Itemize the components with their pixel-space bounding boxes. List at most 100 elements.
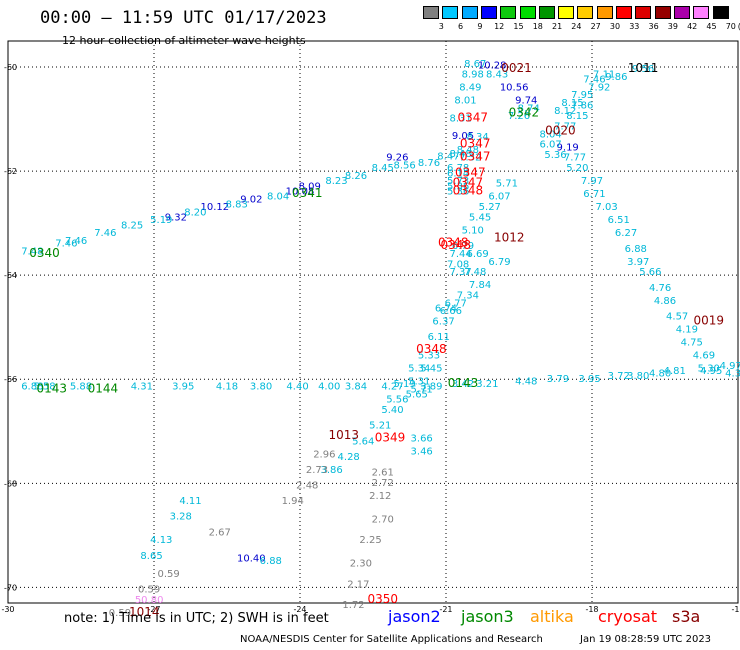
wave-height-label: 6.69 [467,249,489,260]
wave-height-label: 6.07 [488,192,510,203]
pass-time-label: 0349 [375,431,406,445]
colorbar-swatch [712,6,729,19]
wave-height-label: 8.43 [486,69,508,80]
colorbar-label: 12 [494,22,505,31]
wave-height-label: 8.31 [449,114,471,125]
wave-height-label: 8.04 [540,129,562,140]
colorbar-swatch [480,6,497,19]
pass-time-label: 0340 [29,246,60,260]
wave-height-label: 5.36 [544,150,566,161]
pass-time-label: 0348 [416,342,447,356]
wave-height-label: 7.77 [554,121,576,132]
wave-height-label: 3.28 [170,512,192,523]
wave-height-label: 9.26 [386,153,408,164]
wave-height-label: 10.12 [201,202,230,213]
legend-cryosat: cryosat [598,607,658,626]
wave-height-label: 50.80 [135,595,164,606]
colorbar-label: 45 [706,22,717,31]
wave-height-label: 8.20 [184,207,206,218]
colorbar-label: 30 [609,22,621,31]
wave-height-label: 10.40 [237,553,266,564]
colorbar-swatch [442,6,459,19]
wave-height-label: 3.42 [452,379,474,390]
wave-height-label: 2.96 [313,449,335,460]
wave-height-label: 6.71 [583,189,605,200]
wave-height-label: 8.26 [345,171,367,182]
legend-s3a: s3a [672,607,701,626]
wave-height-label: 10.56 [500,82,529,93]
wave-height-label: 7.46 [55,239,77,250]
wave-height-label: 5.71 [411,384,433,395]
wave-height-label: 4.13 [150,535,172,546]
wave-height-label: 9.74 [515,95,537,106]
colorbar-label: 6 [458,22,464,31]
y-tick-label: -60 [4,63,17,72]
wave-height-label: 7.03 [595,202,617,213]
wave-height-label: 3.86 [321,465,343,476]
colorbar-swatch [654,6,671,19]
wave-height-label: 6.66 [440,306,462,317]
colorbar-label: 21 [552,22,563,31]
wave-height-label: 4.11 [179,496,201,507]
legend-altika: altika [530,607,574,626]
colorbar-label: 36 [648,22,659,31]
footer-note: note: 1) Time is in UTC; 2) SWH is in fe… [64,611,329,626]
wave-height-label: 8.01 [454,95,476,106]
wave-height-label: 8.15 [561,98,583,109]
wave-height-label: 7.34 [457,291,479,302]
wave-height-label: 5.10 [462,226,484,237]
wave-height-label: 7.11 [593,69,615,80]
wave-height-label: 2.25 [359,535,381,546]
wave-height-label: 6.88 [21,382,43,393]
wave-height-label: 2.17 [347,579,369,590]
pass-time-label: 0143 [448,376,479,390]
wave-height-label: 5.20 [566,163,588,174]
colorbar-swatch [500,6,517,19]
wave-height-label: 8.09 [299,181,321,192]
wave-height-label: 5.19 [394,379,416,390]
wave-height-label: 5.73 [447,176,469,187]
wave-height-label: 2.72 [372,478,394,489]
wave-height-label: 3.72 [608,371,630,382]
colorbar-swatch [616,6,632,19]
pass-time-label: 1014 [129,605,160,619]
wave-height-label: 4.80 [649,369,671,380]
wave-height-label: 8.65 [140,551,162,562]
colorbar-swatch [461,6,478,19]
wave-height-label: 5.34 [408,363,430,374]
wave-height-label: 7.08 [447,259,469,270]
legend-jason3: jason3 [461,607,514,626]
wave-height-label: 8.56 [394,160,416,171]
wave-height-label: 2.73 [306,465,328,476]
colorbar-swatch [519,6,536,19]
wave-height-label: 9.05 [452,131,474,142]
wave-height-label: 8.15 [566,111,588,122]
wave-height-label: 5.36 [447,181,469,192]
wave-height-label: 4.3 [725,369,740,380]
pass-time-label: 0347 [457,111,488,125]
colorbar-label: 70 [725,22,736,31]
pass-time-label: 0347 [460,137,491,151]
pass-time-label: 0348 [438,236,469,250]
wave-height-label: 6.79 [452,241,474,252]
y-tick-label: -62 [4,167,17,176]
colorbar-label: 33 [629,22,640,31]
wave-height-label: 7.32 [459,153,481,164]
wave-height-label: 5.40 [381,405,403,416]
wave-height-label: 4.18 [216,382,238,393]
generated-timestamp: Jan 19 08:28:59 UTC 2023 [580,634,712,645]
wave-height-label: 0.59 [157,569,179,580]
wave-height-label: 4.97 [720,361,740,372]
wave-height-label: 4.31 [131,382,153,393]
wave-height-label: 7.97 [581,176,603,187]
colorbar-swatch [577,6,594,19]
wave-height-label: 8.76 [418,158,440,169]
wave-height-label: 4.81 [664,366,686,377]
x-tick-label: -30 [1,605,14,614]
colorbar-label: 15 [513,22,524,31]
colorbar-label: 42 [687,22,698,31]
wave-height-label: 0.59 [109,608,131,619]
x-tick-label: -15 [731,605,740,614]
pass-time-label: 0347 [455,165,486,179]
